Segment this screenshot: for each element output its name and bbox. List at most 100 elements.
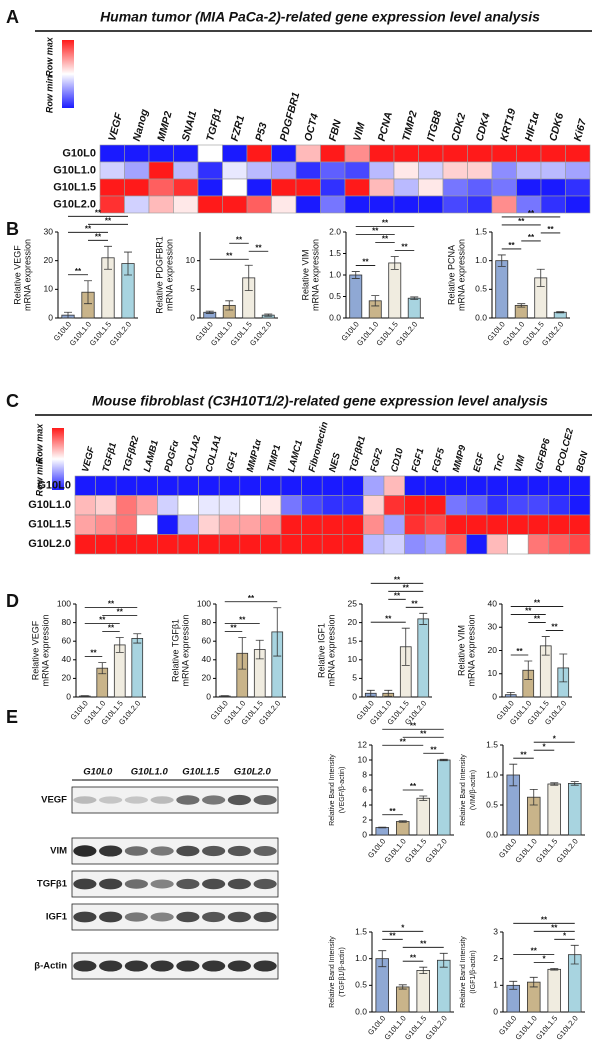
heatmap-cell xyxy=(157,514,179,535)
column-label: FZR1 xyxy=(229,114,247,143)
y-tick-label: 20 xyxy=(488,645,498,655)
panel-letter: B xyxy=(6,219,19,239)
heatmap-cell xyxy=(271,195,297,214)
significance-label: ** xyxy=(525,607,532,616)
significance-label: ** xyxy=(520,750,527,759)
blot-row-label: VEGF xyxy=(41,795,67,806)
heatmap-cell xyxy=(218,475,241,496)
significance-label: ** xyxy=(401,243,408,252)
significance-label: ** xyxy=(382,219,389,228)
error-bar xyxy=(124,251,132,276)
heatmap-cell xyxy=(467,195,493,214)
heatmap-cell xyxy=(569,495,591,516)
blot-band xyxy=(150,796,174,804)
error-bar xyxy=(410,296,419,300)
y-tick-label: 25 xyxy=(348,598,358,608)
heatmap-cell xyxy=(404,495,426,516)
heatmap-cell xyxy=(321,495,344,516)
row-label: G10L2.0 xyxy=(28,538,71,550)
heatmap-cell xyxy=(239,534,261,555)
heatmap-cell xyxy=(540,144,566,163)
heatmap-cell xyxy=(177,475,199,496)
y-tick-label: 1.5 xyxy=(329,248,341,258)
significance-label: ** xyxy=(516,647,523,656)
y-axis-label: (VEGF/β-actin) xyxy=(339,767,346,814)
significance-label: ** xyxy=(528,233,535,242)
significance-label: ** xyxy=(248,594,255,603)
error-bar xyxy=(497,254,506,267)
y-tick-label: 1.0 xyxy=(486,769,498,779)
heatmap-cell xyxy=(442,161,468,180)
y-tick-label: 15 xyxy=(348,635,358,645)
y-axis-label: mRNA expression xyxy=(180,614,190,686)
heatmap-cell xyxy=(418,178,444,197)
heatmap-cell xyxy=(369,144,395,163)
bar xyxy=(416,797,431,836)
error-bar xyxy=(536,268,545,287)
heatmap-cell xyxy=(95,534,117,555)
heatmap-cell xyxy=(320,161,346,180)
x-tick-label: G10L2.0 xyxy=(108,320,133,348)
heatmap-cell xyxy=(445,514,467,535)
heatmap-cell xyxy=(115,475,138,496)
y-tick-label: 60 xyxy=(202,635,212,645)
error-bar xyxy=(398,820,407,823)
column-label: MMP1α xyxy=(245,437,265,473)
heatmap-cell xyxy=(124,161,150,180)
y-axis-label: Relative VIM xyxy=(300,249,310,300)
heatmap-cell xyxy=(342,475,364,496)
significance-label: * xyxy=(553,734,557,743)
heatmap-cell xyxy=(445,475,467,496)
y-axis-label: (IGF1/β-actin) xyxy=(470,950,477,993)
significance-label: ** xyxy=(551,623,558,632)
heatmap-cell xyxy=(222,195,248,214)
x-tick-label: G10L2.0 xyxy=(423,837,448,865)
heatmap-cell xyxy=(393,178,419,197)
heatmap-cell xyxy=(301,495,323,516)
heatmap-cell xyxy=(246,161,272,180)
error-bar xyxy=(104,245,112,270)
heatmap-cell xyxy=(548,495,570,516)
heatmap-cell xyxy=(218,534,241,555)
error-bar xyxy=(378,950,387,968)
error-bar xyxy=(220,695,229,697)
heatmap-cell xyxy=(363,534,385,555)
heatmap-cell xyxy=(383,534,405,555)
y-tick-label: 0 xyxy=(190,312,195,322)
legend-gradient xyxy=(62,40,74,108)
blot-band xyxy=(253,846,277,856)
heatmap-cell xyxy=(197,195,223,214)
bar xyxy=(395,986,410,1013)
heatmap-cell xyxy=(99,161,125,180)
error-bar xyxy=(509,763,518,787)
heatmap-cell xyxy=(197,144,223,163)
heatmap-cell xyxy=(565,144,591,163)
y-tick-label: 8 xyxy=(362,769,367,779)
bar xyxy=(131,638,144,698)
heatmap-cell xyxy=(124,195,150,214)
bar xyxy=(416,970,431,1013)
heatmap-cell xyxy=(295,195,321,214)
heatmap-cell xyxy=(418,161,444,180)
significance-label: ** xyxy=(410,782,417,791)
y-axis-label: Relative Band Intensity xyxy=(329,754,336,826)
panel-letter: D xyxy=(6,591,19,611)
heatmap-cell xyxy=(363,514,385,535)
heatmap-cell xyxy=(246,195,272,214)
y-tick-label: 60 xyxy=(62,635,72,645)
heatmap-cell xyxy=(173,161,199,180)
error-bar xyxy=(401,627,410,666)
heatmap-cell xyxy=(95,514,117,535)
panel-title: Human tumor (MIA PaCa-2)-related gene ex… xyxy=(100,9,540,25)
column-label: Ki67 xyxy=(572,117,590,143)
y-tick-label: 0 xyxy=(362,829,367,839)
blot-band xyxy=(253,960,277,972)
column-label: TGFβ1 xyxy=(101,441,119,473)
heatmap-cell xyxy=(260,475,282,496)
heatmap-cell xyxy=(516,144,542,163)
error-bar xyxy=(205,310,214,314)
blot-row-label: TGFβ1 xyxy=(37,879,68,890)
significance-label: * xyxy=(542,955,546,964)
y-tick-label: 12 xyxy=(358,739,368,749)
heatmap-cell xyxy=(218,495,241,516)
